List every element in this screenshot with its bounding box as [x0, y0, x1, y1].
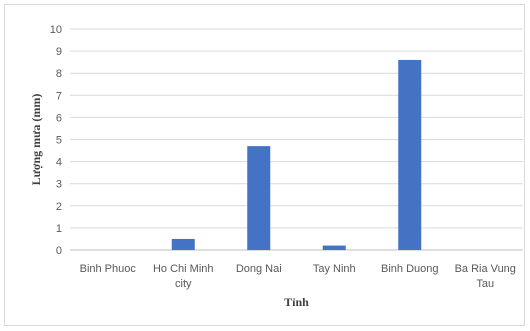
y-tick-label: 10 — [50, 24, 62, 36]
y-tick-label: 4 — [56, 157, 62, 169]
bars — [171, 59, 422, 250]
y-tick-label: 8 — [56, 68, 62, 80]
x-tick-label: Binh Duong — [381, 263, 439, 275]
x-axis-ticks: Binh Phuoc Ho Chi Minh city Dong Nai Tay Nin… — [80, 263, 516, 290]
y-tick-label: 3 — [56, 179, 62, 191]
x-tick-label: Binh Phuoc — [80, 263, 137, 275]
gridlines — [70, 28, 523, 251]
y-tick-label: 7 — [56, 90, 62, 102]
x-tick-label: Dong Nai — [236, 263, 282, 275]
y-tick-label: 9 — [56, 46, 62, 58]
y-axis-ticks: 0 1 2 3 4 5 6 7 8 9 10 — [50, 24, 62, 257]
x-tick-label: Ho Chi Minh city — [153, 263, 214, 290]
y-tick-label: 5 — [56, 135, 62, 147]
y-tick-label: 1 — [56, 223, 62, 235]
bar — [247, 146, 271, 250]
y-tick-label: 2 — [56, 201, 62, 213]
y-tick-label: 6 — [56, 112, 62, 124]
x-tick-label: Tay Ninh — [313, 263, 356, 275]
y-tick-label: 0 — [56, 245, 62, 257]
bar — [171, 238, 195, 250]
bar — [398, 59, 422, 250]
x-tick-label: Ba Ria Vung Tau — [455, 263, 516, 290]
x-axis-title: Tỉnh — [284, 295, 309, 309]
y-axis-title: Lượng mưa (mm) — [29, 94, 43, 186]
bar — [322, 245, 346, 250]
